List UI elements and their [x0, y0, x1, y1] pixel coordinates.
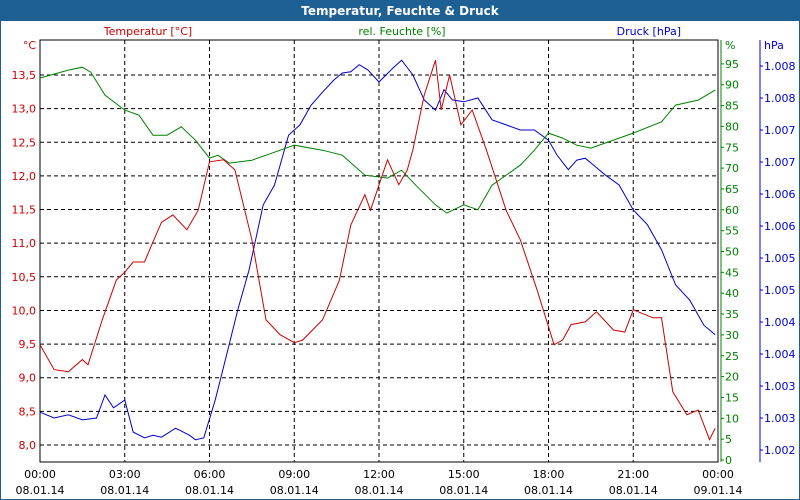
pressure-tick-label: 1.006	[764, 188, 796, 201]
humidity-tick-label: 80	[725, 120, 739, 133]
temperature-tick-label: 9,0	[19, 372, 37, 385]
humidity-tick-label: 0	[725, 454, 732, 467]
series-line-pressure	[39, 59, 716, 441]
x-tick-time: 18:00	[533, 468, 565, 481]
pressure-tick-label: 1.004	[764, 316, 796, 329]
temperature-tick-label: 12,0	[12, 170, 37, 183]
temperature-tick-label: 8,0	[19, 439, 37, 452]
temperature-tick-label: 11,0	[12, 237, 37, 250]
pressure-tick-label: 1.005	[764, 284, 796, 297]
x-tick-date: 09.01.14	[694, 484, 743, 497]
x-tick-date: 08.01.14	[16, 484, 65, 497]
x-tick-date: 08.01.14	[185, 484, 234, 497]
humidity-tick-label: 95	[725, 58, 739, 71]
pressure-tick-label: 1.006	[764, 220, 796, 233]
x-tick-time: 21:00	[617, 468, 649, 481]
pressure-tick-label: 1.007	[764, 156, 796, 169]
temperature-unit: °C	[23, 39, 37, 52]
humidity-tick-label: 5	[725, 433, 732, 446]
temperature-axis-title: Temperatur [°C]	[103, 25, 192, 38]
humidity-tick-label: 25	[725, 350, 739, 363]
pressure-tick-label: 1.007	[764, 124, 796, 137]
humidity-tick-label: 65	[725, 183, 739, 196]
humidity-tick-label: 50	[725, 246, 739, 259]
pressure-tick-label: 1.008	[764, 60, 796, 73]
humidity-tick-label: 60	[725, 204, 739, 217]
humidity-tick-label: 10	[725, 412, 739, 425]
temperature-tick-label: 8,5	[19, 405, 37, 418]
pressure-tick-label: 1.008	[764, 92, 796, 105]
pressure-unit: hPa	[764, 39, 784, 52]
pressure-tick-label: 1.005	[764, 252, 796, 265]
humidity-tick-label: 30	[725, 329, 739, 342]
humidity-tick-label: 90	[725, 79, 739, 92]
temperature-tick-label: 11,5	[12, 204, 37, 217]
humidity-axis-title: rel. Feuchte [%]	[358, 25, 445, 38]
x-tick-time: 12:00	[363, 468, 395, 481]
humidity-unit: %	[725, 39, 735, 52]
temperature-tick-label: 13,5	[12, 69, 37, 82]
temperature-tick-label: 10,0	[12, 304, 37, 317]
x-tick-date: 08.01.14	[270, 484, 319, 497]
humidity-tick-label: 70	[725, 162, 739, 175]
series-line-humidity	[39, 66, 716, 214]
temperature-tick-label: 9,5	[19, 338, 37, 351]
temperature-tick-label: 10,5	[12, 271, 37, 284]
window-title: Temperatur, Feuchte & Druck	[1, 1, 799, 21]
x-tick-time: 09:00	[278, 468, 310, 481]
x-tick-time: 00:00	[702, 468, 734, 481]
humidity-tick-label: 20	[725, 371, 739, 384]
x-tick-date: 08.01.14	[524, 484, 573, 497]
series-line-temperature	[39, 60, 716, 441]
pressure-tick-label: 1.003	[764, 412, 796, 425]
pressure-tick-label: 1.003	[764, 380, 796, 393]
x-tick-date: 08.01.14	[100, 484, 149, 497]
pressure-tick-label: 1.002	[764, 444, 796, 457]
pressure-axis-title: Druck [hPa]	[617, 25, 681, 38]
humidity-tick-label: 40	[725, 287, 739, 300]
temperature-tick-label: 12,5	[12, 136, 37, 149]
humidity-tick-label: 35	[725, 308, 739, 321]
x-tick-time: 03:00	[109, 468, 141, 481]
pressure-tick-label: 1.004	[764, 348, 796, 361]
x-tick-date: 08.01.14	[439, 484, 488, 497]
humidity-tick-label: 15	[725, 391, 739, 404]
humidity-tick-label: 55	[725, 225, 739, 238]
humidity-tick-label: 85	[725, 100, 739, 113]
x-tick-time: 15:00	[448, 468, 480, 481]
humidity-tick-label: 75	[725, 141, 739, 154]
x-tick-time: 06:00	[194, 468, 226, 481]
x-tick-date: 08.01.14	[355, 484, 404, 497]
x-tick-time: 00:00	[24, 468, 56, 481]
humidity-tick-label: 45	[725, 266, 739, 279]
x-tick-date: 08.01.14	[609, 484, 658, 497]
temperature-tick-label: 13,0	[12, 103, 37, 116]
